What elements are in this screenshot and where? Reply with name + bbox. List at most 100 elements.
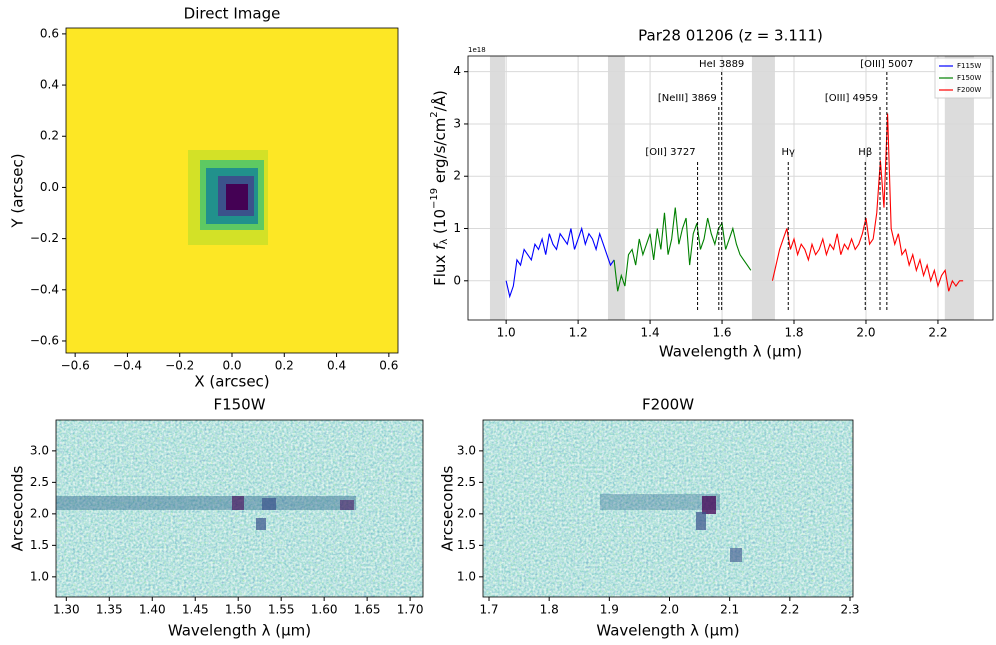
- y-tick-label: 1.5: [30, 538, 49, 552]
- spectrum-line: [505, 226, 615, 299]
- masked-region: [607, 56, 625, 320]
- y-tick-label: 3.0: [457, 443, 476, 457]
- y-tick-label: −0.2: [30, 231, 59, 245]
- emission-line-label: [NeIII] 3869: [658, 93, 717, 104]
- axes-frame: [467, 55, 994, 321]
- spectrum-line: [613, 207, 752, 292]
- y-axis-label: Arcseconds: [9, 465, 27, 551]
- y-tick-label: 0.6: [40, 26, 59, 40]
- y-tick-label: −0.6: [30, 333, 59, 347]
- y-axis-label-part: /Å): [430, 90, 449, 111]
- masked-region: [751, 56, 775, 320]
- x-tick-label: 0.6: [379, 359, 398, 373]
- y-tick-label: 4: [453, 64, 461, 78]
- x-tick-label: −0.4: [113, 359, 142, 373]
- emission-line-label: HeI 3889: [699, 59, 744, 70]
- x-tick-label: 1.8: [784, 326, 803, 340]
- chart-title: Par28 01206 (z = 3.111): [638, 27, 823, 45]
- masked-region: [944, 56, 974, 320]
- spectrum-line: [771, 113, 964, 292]
- y-tick-label: 2.5: [30, 475, 49, 489]
- x-tick-label: 2.1: [720, 603, 739, 617]
- x-tick-label: 1.8: [540, 603, 559, 617]
- y-tick-label: 0.2: [40, 129, 59, 143]
- series-area: [505, 113, 964, 299]
- x-tick-label: 1.55: [268, 603, 295, 617]
- x-tick-label: 1.0: [497, 326, 516, 340]
- emission-line-label: Hγ: [782, 147, 796, 158]
- x-tick-label: 1.60: [311, 603, 338, 617]
- y-axis-label: Y (arcsec): [9, 153, 27, 228]
- x-tick-label: 2.2: [780, 603, 799, 617]
- y-axis-label-part: erg/s/cm: [431, 118, 449, 188]
- y-tick-label: 3.0: [30, 443, 49, 457]
- y-axis-label-part: 2: [429, 111, 440, 117]
- axes-frame: [482, 419, 854, 598]
- x-axis-label: Wavelength λ (μm): [596, 622, 739, 640]
- x-tick-label: 1.70: [397, 603, 424, 617]
- x-tick-label: 1.9: [600, 603, 619, 617]
- legend-label: F115W: [957, 62, 981, 70]
- x-axis-label: Wavelength λ (μm): [168, 622, 311, 640]
- x-tick-label: 2.3: [840, 603, 859, 617]
- spectrum-2d-f150w: [56, 420, 423, 597]
- y-tick-label: 1.0: [457, 569, 476, 583]
- emission-line-label: [OIII] 4959: [825, 93, 878, 104]
- y-axis-label-part: (10: [431, 209, 449, 239]
- offset-text: 1e18: [468, 46, 486, 54]
- y-axis-label: Flux fλ (10−19 erg/s/cm2/Å): [429, 90, 450, 286]
- y-tick-label: 2.5: [457, 475, 476, 489]
- x-tick-label: 0.2: [275, 359, 294, 373]
- x-tick-label: −0.6: [61, 359, 90, 373]
- y-tick-label: 0: [453, 273, 461, 287]
- y-tick-label: 1: [453, 221, 461, 235]
- y-axis-label-part: Flux: [431, 250, 449, 286]
- plot-area: [489, 56, 974, 320]
- x-tick-label: −0.2: [165, 359, 194, 373]
- x-tick-label: 2.2: [928, 326, 947, 340]
- x-tick-label: 1.65: [354, 603, 381, 617]
- y-axis-label-part: −19: [429, 188, 440, 209]
- chart-title: F200W: [642, 396, 694, 414]
- y-tick-label: 2: [453, 169, 461, 183]
- masked-region: [489, 56, 506, 320]
- y-axis-label: Arcseconds: [439, 465, 457, 551]
- y-tick-label: 0.0: [40, 180, 59, 194]
- y-tick-label: 0.4: [40, 78, 59, 92]
- y-tick-label: 2.0: [30, 506, 49, 520]
- x-tick-label: 1.45: [182, 603, 209, 617]
- y-axis-label-part: f: [431, 242, 449, 250]
- x-tick-label: 1.2: [569, 326, 588, 340]
- emission-line-label: [OIII] 5007: [860, 59, 913, 70]
- x-tick-label: 1.6: [712, 326, 731, 340]
- y-tick-label: 3: [453, 116, 461, 130]
- x-tick-label: 1.50: [225, 603, 252, 617]
- chart-title: Direct Image: [184, 5, 281, 23]
- y-tick-label: 1.0: [30, 569, 49, 583]
- y-tick-label: 2.0: [457, 506, 476, 520]
- emission-line-label: Hβ: [858, 147, 872, 158]
- y-axis-label-part: λ: [439, 239, 450, 245]
- emission-line-label: [OII] 3727: [645, 147, 695, 158]
- legend-label: F150W: [957, 74, 981, 82]
- axes-frame: [65, 27, 399, 354]
- x-axis-label: Wavelength λ (μm): [659, 343, 802, 361]
- x-tick-label: 0.0: [222, 359, 241, 373]
- x-tick-label: 1.7: [479, 603, 498, 617]
- legend-label: F200W: [957, 86, 981, 94]
- x-axis-label: X (arcsec): [194, 373, 269, 391]
- axes-frame: [55, 419, 424, 598]
- x-tick-label: 1.4: [641, 326, 660, 340]
- x-tick-label: 1.35: [96, 603, 123, 617]
- x-tick-label: 2.0: [660, 603, 679, 617]
- x-tick-label: 1.30: [53, 603, 80, 617]
- y-tick-label: 1.5: [457, 538, 476, 552]
- x-tick-label: 1.40: [139, 603, 166, 617]
- x-tick-label: 2.0: [856, 326, 875, 340]
- x-tick-label: 0.4: [327, 359, 346, 373]
- spectrum-2d-f200w: [483, 420, 853, 597]
- chart-title: F150W: [213, 396, 265, 414]
- direct-image: [66, 28, 398, 353]
- y-tick-label: −0.4: [30, 282, 59, 296]
